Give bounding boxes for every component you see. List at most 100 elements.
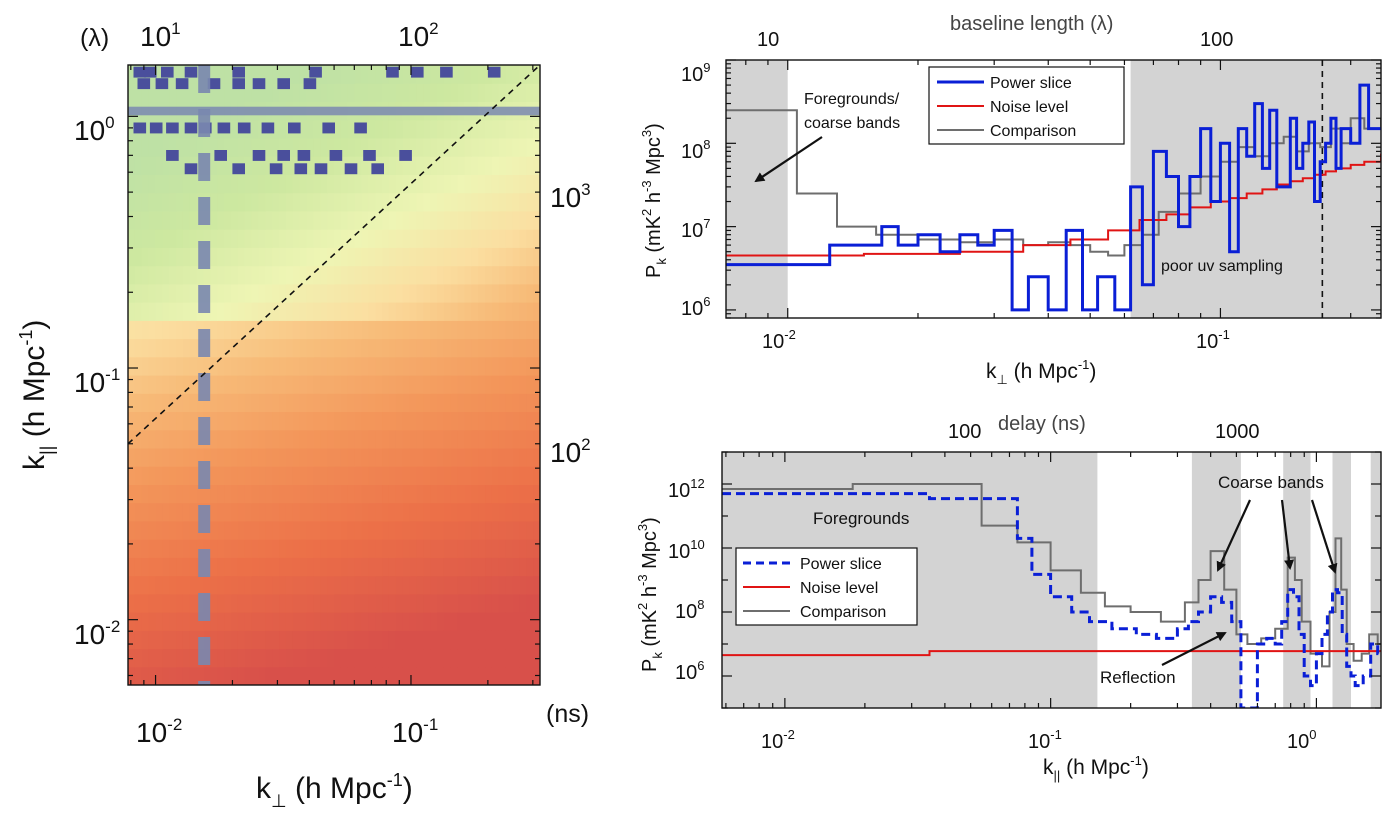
heatmap-cell [395, 520, 404, 540]
heatmap-cell [361, 375, 369, 394]
heatmap-cell [533, 137, 540, 157]
heatmap-cell [375, 338, 383, 358]
heatmap-cell [231, 229, 239, 248]
heatmap-cell [134, 411, 143, 431]
heatmap-cell [231, 648, 239, 668]
heatmap-cell [416, 356, 424, 376]
heatmap-cell [402, 265, 411, 285]
heatmap-cell [128, 229, 136, 248]
heatmap-cell [423, 247, 431, 267]
heatmap-cell [279, 520, 287, 540]
heatmap-cell [313, 229, 321, 248]
heatmap-cell [217, 466, 225, 485]
heatmap-cell [485, 630, 493, 650]
heatmap-cell [182, 447, 191, 467]
heatmap-cell [402, 156, 411, 175]
heatmap-cell [299, 612, 308, 631]
heatmap-cell [491, 247, 500, 267]
heatmap-cell [285, 65, 294, 84]
heatmap-cell [464, 137, 472, 157]
heatmap-cell [313, 356, 321, 376]
heatmap-cell [471, 648, 479, 668]
heatmap-cell [237, 174, 246, 194]
heatmap-cell [251, 666, 260, 685]
heatmap-cell [169, 484, 177, 504]
heatmap-cell [320, 83, 328, 102]
heatmap-cell [244, 393, 253, 412]
heatmap-cell [313, 283, 321, 303]
heatmap-cell [162, 192, 170, 212]
heatmap-cell [409, 557, 417, 577]
heatmap-cell [491, 137, 500, 157]
heatmap-cell [306, 557, 314, 577]
heatmap-cell [437, 557, 445, 577]
heatmap-cell [409, 411, 417, 431]
heatmap-cell [409, 466, 417, 485]
heatmap-cell [354, 666, 363, 685]
heatmap-cell [395, 447, 404, 467]
heatmap-cell [519, 192, 527, 212]
heatmap-cell [327, 593, 335, 613]
heatmap-cell [196, 484, 205, 504]
heatmap-cell [272, 320, 280, 340]
heatmap-cell [134, 247, 143, 267]
heatmap-cell [464, 174, 472, 194]
heatmap-cell [340, 447, 349, 467]
heatmap-cell [224, 302, 232, 321]
heatmap-cell [258, 520, 266, 540]
heatmap-cell [382, 320, 390, 340]
br-x-axis-label: k|| (h Mpc-1) [1043, 753, 1149, 783]
heatmap-cell [395, 356, 404, 376]
heatmap-cell [155, 648, 163, 668]
heatmap-cell [224, 229, 232, 248]
tr-top-tick-10: 10 [757, 29, 779, 51]
heatmap-cell [306, 411, 314, 431]
heatmap-cell [498, 156, 507, 175]
heatmap-cell [354, 320, 363, 340]
heatmap-cell [526, 502, 534, 522]
heatmap-cell [299, 466, 308, 485]
tr-annotation-uv: poor uv sampling [1161, 258, 1283, 275]
heatmap-cell [279, 174, 287, 194]
heatmap-cell [279, 156, 287, 175]
heatmap-cell [437, 119, 445, 139]
heatmap-cell [299, 411, 308, 431]
heatmap-cell [471, 593, 479, 613]
heatmap-cell [176, 83, 184, 102]
heatmap-cell [505, 447, 514, 467]
heatmap-cell [430, 557, 438, 577]
heatmap-cell [224, 247, 232, 267]
heatmap-cell [182, 137, 191, 157]
left-top-tick-100: 102 [398, 19, 439, 52]
heatmap-cell [272, 192, 280, 212]
heatmap-cell [251, 229, 260, 248]
heatmap-cell [340, 174, 349, 194]
heatmap-cell [176, 502, 184, 522]
heatmap-cell [430, 630, 438, 650]
heatmap-cell [162, 356, 170, 376]
heatmap-cell [299, 375, 308, 394]
heatmap-cell [285, 356, 294, 376]
heatmap-cell [533, 429, 540, 449]
heatmap-cell [471, 156, 479, 175]
heatmap-cell [189, 265, 198, 285]
heatmap-cell [491, 466, 500, 485]
br-x-tick-0: 10-2 [761, 727, 795, 753]
heatmap-cell [203, 265, 211, 285]
heatmap-cell [292, 630, 301, 650]
heatmap-noise-block [252, 78, 266, 90]
heatmap-cell [176, 375, 184, 394]
heatmap-cell [279, 265, 287, 285]
heatmap-cell [292, 393, 301, 412]
heatmap-cell [162, 411, 170, 431]
heatmap-cell [182, 466, 191, 485]
heatmap-cell [327, 520, 335, 540]
heatmap-cell [361, 666, 369, 685]
heatmap-cell [176, 338, 184, 358]
heatmap-cell [265, 65, 273, 84]
heatmap-cell [347, 229, 356, 248]
br-series-noise-level [722, 650, 1381, 657]
heatmap-cell [258, 484, 266, 504]
heatmap-cell [375, 612, 383, 631]
